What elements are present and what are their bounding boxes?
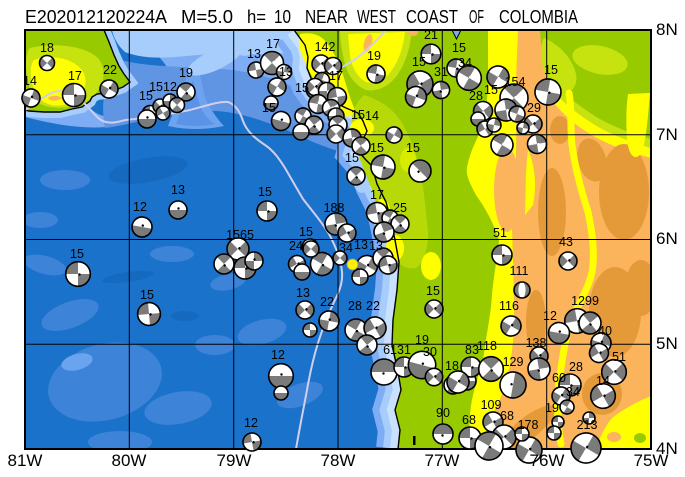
svg-text:5N: 5N xyxy=(656,334,678,353)
svg-text:29: 29 xyxy=(527,101,541,115)
svg-text:43: 43 xyxy=(559,235,573,249)
svg-text:118: 118 xyxy=(477,339,497,353)
svg-text:7N: 7N xyxy=(656,125,678,144)
svg-text:15: 15 xyxy=(262,101,276,115)
svg-text:34: 34 xyxy=(566,385,580,399)
svg-text:15: 15 xyxy=(452,41,466,55)
svg-text:15: 15 xyxy=(351,108,365,122)
svg-text:154: 154 xyxy=(505,75,526,89)
svg-text:19: 19 xyxy=(415,333,429,347)
svg-text:213: 213 xyxy=(577,418,598,432)
svg-text:18: 18 xyxy=(445,359,459,373)
svg-text:51: 51 xyxy=(493,226,507,240)
svg-text:142: 142 xyxy=(315,40,336,54)
svg-text:22: 22 xyxy=(366,299,380,313)
svg-text:90: 90 xyxy=(436,406,450,420)
svg-text:14: 14 xyxy=(23,74,37,88)
svg-text:18: 18 xyxy=(40,41,54,55)
svg-text:15: 15 xyxy=(258,185,272,199)
svg-text:h=: h= xyxy=(247,7,266,27)
svg-text:12: 12 xyxy=(271,348,285,362)
svg-text:13: 13 xyxy=(296,286,310,300)
svg-text:12: 12 xyxy=(133,200,147,214)
svg-text:19: 19 xyxy=(545,401,559,415)
svg-text:34: 34 xyxy=(339,241,353,255)
svg-text:1299: 1299 xyxy=(571,294,599,308)
svg-text:15: 15 xyxy=(544,63,558,77)
svg-text:78W: 78W xyxy=(321,451,356,470)
svg-text:77W: 77W xyxy=(425,451,460,470)
svg-text:1565: 1565 xyxy=(226,228,254,242)
svg-text:8N: 8N xyxy=(656,20,678,39)
svg-text:129: 129 xyxy=(503,355,524,369)
svg-text:21: 21 xyxy=(424,28,438,42)
svg-text:22: 22 xyxy=(103,63,117,77)
svg-text:13: 13 xyxy=(247,47,261,61)
svg-text:25: 25 xyxy=(393,201,407,215)
svg-text:14: 14 xyxy=(596,374,610,388)
svg-text:12: 12 xyxy=(244,416,258,430)
svg-text:COAST: COAST xyxy=(406,7,458,27)
svg-text:17: 17 xyxy=(68,69,82,83)
svg-text:13: 13 xyxy=(354,238,368,252)
svg-text:83: 83 xyxy=(465,343,479,357)
svg-text:138: 138 xyxy=(526,336,547,350)
svg-text:81W: 81W xyxy=(8,451,43,470)
svg-text:111: 111 xyxy=(509,264,528,278)
svg-text:22: 22 xyxy=(320,295,334,309)
svg-text:1512: 1512 xyxy=(149,80,177,94)
svg-text:28: 28 xyxy=(469,89,483,103)
svg-text:6131: 6131 xyxy=(383,343,411,357)
svg-text:60: 60 xyxy=(552,371,566,385)
svg-text:17: 17 xyxy=(370,188,384,202)
svg-text:COLOMBIA: COLOMBIA xyxy=(499,7,578,27)
svg-text:28: 28 xyxy=(569,360,583,374)
svg-text:17: 17 xyxy=(266,37,280,51)
svg-text:13: 13 xyxy=(171,183,185,197)
svg-text:31: 31 xyxy=(434,65,448,79)
svg-text:15: 15 xyxy=(370,141,384,155)
svg-text:17: 17 xyxy=(329,69,343,83)
svg-text:68: 68 xyxy=(500,409,514,423)
svg-text:15: 15 xyxy=(426,284,440,298)
svg-text:NEAR: NEAR xyxy=(305,7,348,27)
svg-text:34: 34 xyxy=(458,56,472,70)
svg-text:24: 24 xyxy=(289,239,303,253)
svg-text:15: 15 xyxy=(295,81,309,95)
svg-text:13: 13 xyxy=(369,239,383,253)
svg-text:4N: 4N xyxy=(656,439,678,458)
svg-text:19: 19 xyxy=(367,49,381,63)
svg-text:76W: 76W xyxy=(530,451,565,470)
svg-text:109: 109 xyxy=(481,398,502,412)
svg-text:12: 12 xyxy=(543,309,557,323)
svg-text:6N: 6N xyxy=(656,229,678,248)
svg-text:M=5.0: M=5.0 xyxy=(181,7,233,27)
svg-text:19: 19 xyxy=(179,66,193,80)
svg-text:OF: OF xyxy=(469,7,484,27)
svg-text:28: 28 xyxy=(348,299,362,313)
svg-text:13: 13 xyxy=(279,65,293,79)
svg-text:10: 10 xyxy=(274,7,291,27)
svg-text:15: 15 xyxy=(345,151,359,165)
svg-text:51: 51 xyxy=(612,350,626,364)
svg-text:15: 15 xyxy=(406,141,420,155)
svg-text:15: 15 xyxy=(412,55,426,69)
svg-text:15: 15 xyxy=(299,225,313,239)
svg-text:79W: 79W xyxy=(217,451,252,470)
svg-text:116: 116 xyxy=(499,299,519,313)
svg-text:WEST: WEST xyxy=(357,7,396,27)
svg-text:30: 30 xyxy=(423,345,437,359)
svg-text:15: 15 xyxy=(139,89,153,103)
svg-text:40: 40 xyxy=(598,324,612,338)
svg-text:15: 15 xyxy=(70,247,84,261)
svg-text:15: 15 xyxy=(484,83,498,97)
svg-text:75W: 75W xyxy=(634,451,669,470)
svg-text:68: 68 xyxy=(462,413,476,427)
svg-text:14: 14 xyxy=(365,109,379,123)
svg-text:188: 188 xyxy=(324,201,345,215)
svg-text:80W: 80W xyxy=(112,451,147,470)
svg-text:E202012120224A: E202012120224A xyxy=(25,7,167,27)
svg-text:15: 15 xyxy=(140,288,154,302)
svg-text:178: 178 xyxy=(518,418,539,432)
